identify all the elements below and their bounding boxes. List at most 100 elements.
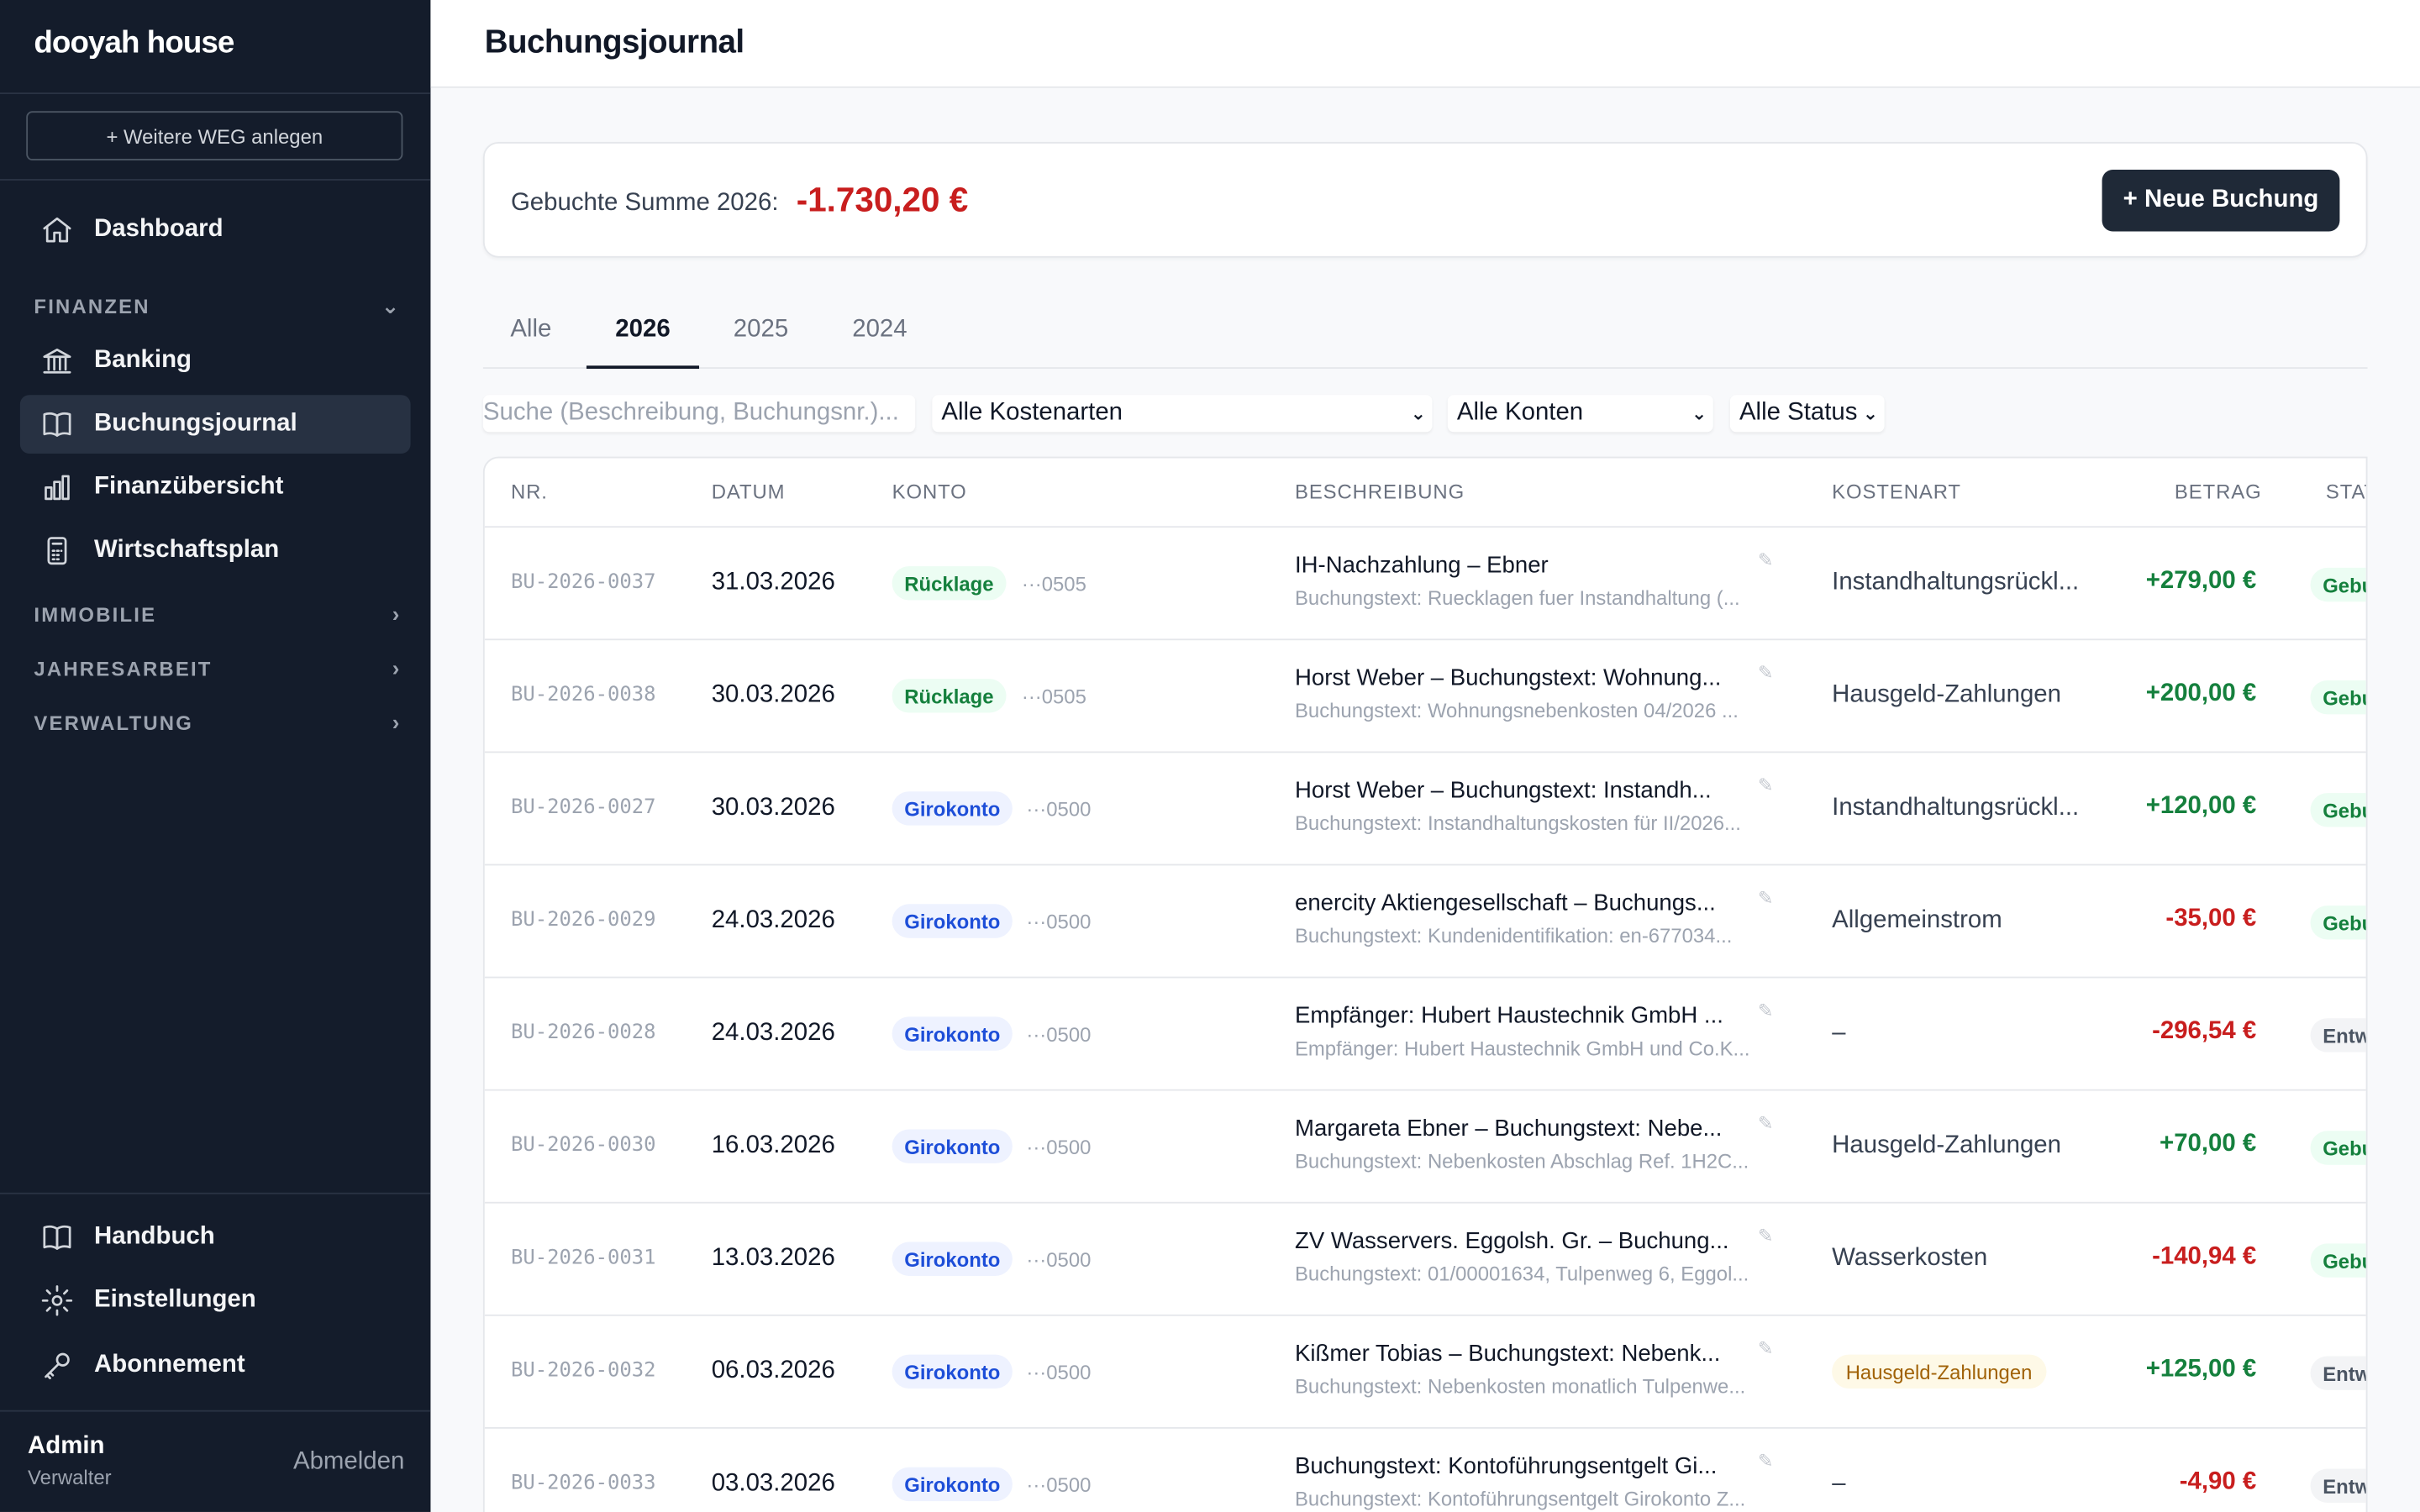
user-name: Admin [28, 1433, 105, 1460]
konten-select[interactable]: Alle Konten ⌄ [1447, 395, 1713, 433]
divider [0, 92, 431, 95]
nav-finanzuebersicht[interactable]: Finanzübersicht [20, 458, 411, 517]
nav-handbuch[interactable]: Handbuch [20, 1208, 411, 1267]
section-jahresarbeit[interactable]: JAHRESARBEIT › [34, 656, 401, 680]
edit-icon[interactable]: ✎ [1758, 1112, 1774, 1134]
section-finanzen[interactable]: FINANZEN ⌄ [34, 293, 401, 319]
divider [0, 1192, 431, 1194]
header-nr[interactable]: NR. [510, 480, 548, 503]
edit-icon[interactable]: ✎ [1758, 887, 1774, 909]
section-immobilie[interactable]: IMMOBILIE › [34, 601, 401, 626]
row-iban: ···0500 [1026, 910, 1092, 934]
row-iban: ···0500 [1026, 1247, 1092, 1272]
nav-handbuch-label: Handbuch [94, 1223, 215, 1250]
row-iban: ···0500 [1026, 1360, 1092, 1384]
edit-icon[interactable]: ✎ [1758, 1225, 1774, 1247]
search-input[interactable]: Suche (Beschreibung, Buchungsnr.)... [482, 395, 916, 433]
chevron-down-icon: ⌄ [1691, 402, 1707, 425]
chevron-down-icon: ⌄ [1862, 402, 1879, 425]
chevron-right-icon: › [392, 709, 402, 735]
table-row[interactable]: BU-2026-0033 03.03.2026 Girokonto ···0500 Bu… [485, 1429, 2366, 1512]
row-subtext: Buchungstext: Wohnungsnebenkosten 04/202… [1294, 699, 1739, 722]
edit-icon[interactable]: ✎ [1758, 661, 1774, 684]
bank-icon [39, 343, 76, 380]
account-badge: Girokonto [892, 1129, 1013, 1163]
header-datum[interactable]: DATUM [711, 480, 786, 503]
nav-abonnement[interactable]: Abonnement [20, 1336, 411, 1395]
account-badge: Girokonto [892, 1016, 1013, 1051]
book-open-icon [39, 1219, 76, 1256]
edit-icon[interactable]: ✎ [1758, 1000, 1774, 1021]
divider [0, 1410, 431, 1412]
edit-icon[interactable]: ✎ [1758, 1450, 1774, 1473]
row-description: Margareta Ebner – Buchungstext: Nebe... [1294, 1115, 1723, 1142]
edit-icon[interactable]: ✎ [1758, 549, 1774, 571]
nav-dashboard[interactable]: Dashboard [20, 201, 411, 260]
sum-value: -1.730,20 € [796, 180, 969, 219]
status-select-value: Alle Status [1739, 399, 1858, 426]
row-nr: BU-2026-0028 [510, 1021, 656, 1045]
new-booking-button[interactable]: + Neue Buchung [2102, 170, 2340, 232]
row-kostenart: Hausgeld-Zahlungen [1832, 1132, 2061, 1159]
row-description: Horst Weber – Buchungstext: Instandh... [1294, 777, 1712, 804]
chevron-right-icon: › [392, 601, 402, 627]
tab-2024[interactable]: 2024 [852, 316, 908, 343]
table-row[interactable]: BU-2026-0028 24.03.2026 Girokonto ···0500 Em… [484, 978, 2366, 1091]
summary-card: Gebuchte Summe 2026: -1.730,20 € + Neue … [482, 141, 2368, 258]
nav-wirtschaftsplan[interactable]: Wirtschaftsplan [20, 522, 411, 580]
account-badge: Girokonto [892, 904, 1013, 938]
row-iban: ···0500 [1026, 1135, 1092, 1159]
header-status[interactable]: STAT [2325, 480, 2366, 503]
edit-icon[interactable]: ✎ [1758, 774, 1774, 796]
tab-2026[interactable]: 2026 [586, 302, 700, 369]
row-subtext: Buchungstext: Ruecklagen fuer Instandhal… [1294, 585, 1740, 610]
nav-banking[interactable]: Banking [20, 332, 411, 391]
header-beschreibung[interactable]: BESCHREIBUNG [1294, 480, 1465, 503]
status-select[interactable]: Alle Status ⌄ [1729, 395, 1885, 433]
status-badge: Entw [2310, 1018, 2366, 1053]
brand-logo[interactable]: dooyah house [34, 26, 234, 60]
table-row[interactable]: BU-2026-0030 16.03.2026 Girokonto ···0500 Ma… [484, 1091, 2366, 1204]
row-date: 13.03.2026 [711, 1245, 835, 1272]
chevron-right-icon: › [392, 655, 402, 680]
table-row[interactable]: BU-2026-0031 13.03.2026 Girokonto ···0500 ZV… [484, 1204, 2366, 1316]
kostenart-select-value: Alle Kostenarten [941, 399, 1123, 426]
header-kostenart[interactable]: KOSTENART [1832, 480, 1961, 503]
tab-2025[interactable]: 2025 [733, 316, 789, 343]
row-date: 30.03.2026 [711, 794, 835, 822]
tab-alle[interactable]: Alle [510, 316, 552, 343]
nav-buchungsjournal[interactable]: Buchungsjournal [19, 395, 411, 454]
row-date: 24.03.2026 [711, 1020, 835, 1047]
row-description: enercity Aktiengesellschaft – Buchungs..… [1294, 890, 1716, 916]
row-amount: +200,00 € [2145, 680, 2257, 707]
calculator-icon [39, 533, 76, 570]
table-row[interactable]: BU-2026-0027 30.03.2026 Girokonto ···0500 Ho… [484, 753, 2366, 866]
table-row[interactable]: BU-2026-0038 30.03.2026 Rücklage ···0505 Hor… [484, 640, 2366, 753]
row-description: IH-Nachzahlung – Ebner [1294, 552, 1549, 579]
row-nr: BU-2026-0030 [510, 1133, 656, 1158]
table-row[interactable]: BU-2026-0037 31.03.2026 Rücklage ···0505 IH-… [484, 528, 2366, 641]
row-kostenart: – [1832, 1470, 1846, 1497]
row-iban: ···0505 [1021, 685, 1086, 709]
header-konto[interactable]: KONTO [892, 480, 967, 503]
nav-buchungsjournal-label: Buchungsjournal [94, 410, 297, 437]
kostenart-select[interactable]: Alle Kostenarten ⌄ [932, 395, 1433, 433]
nav-einstellungen[interactable]: Einstellungen [20, 1271, 411, 1330]
header-betrag[interactable]: BETRAG [2174, 480, 2262, 503]
status-badge: Gebu [2310, 567, 2366, 602]
row-nr: BU-2026-0029 [510, 908, 656, 932]
account-badge: Girokonto [892, 1242, 1013, 1276]
row-description: Empfänger: Hubert Haustechnik GmbH ... [1294, 1002, 1723, 1030]
page-title: Buchungsjournal [484, 24, 744, 60]
table-row[interactable]: BU-2026-0029 24.03.2026 Girokonto ···0500 en… [484, 865, 2366, 979]
section-immobilie-label: IMMOBILIE [34, 602, 157, 626]
edit-icon[interactable]: ✎ [1758, 1337, 1774, 1360]
row-amount: -4,90 € [2179, 1468, 2257, 1495]
add-weg-button[interactable]: + Weitere WEG anlegen [26, 111, 403, 161]
logout-button[interactable]: Abmelden [292, 1448, 405, 1475]
table-row[interactable]: BU-2026-0032 06.03.2026 Girokonto ···0500 Ki… [484, 1316, 2366, 1429]
row-nr: BU-2026-0033 [510, 1472, 656, 1495]
row-amount: -35,00 € [2165, 906, 2257, 932]
row-date: 06.03.2026 [711, 1357, 835, 1384]
section-verwaltung[interactable]: VERWALTUNG › [34, 710, 401, 734]
